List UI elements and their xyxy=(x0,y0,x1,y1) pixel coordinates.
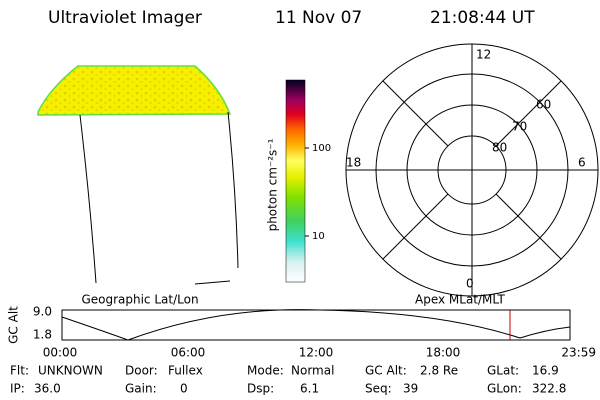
axis xyxy=(495,193,562,260)
time-label: 00:00 xyxy=(43,346,78,360)
axis xyxy=(382,80,449,147)
status-value: UNKNOWN xyxy=(38,364,103,378)
meridian xyxy=(227,111,239,269)
mlt-label: 12 xyxy=(476,48,491,62)
color-scale xyxy=(285,79,306,283)
time: 21:08:44 UT xyxy=(430,8,535,28)
status-value: 322.8 xyxy=(532,382,566,396)
status-label: GC Alt: xyxy=(365,364,407,378)
status-label: Flt: xyxy=(10,364,29,378)
status-value: 2.8 Re xyxy=(420,364,458,378)
title: Ultraviolet Imager xyxy=(48,8,202,28)
image xyxy=(37,65,239,285)
status-label: Gain: xyxy=(125,382,157,396)
axis xyxy=(382,193,449,260)
status-label: GLat: xyxy=(487,364,519,378)
status-value: Fullex xyxy=(168,364,203,378)
status-value: 39 xyxy=(403,382,418,396)
altitude-curve xyxy=(61,309,571,341)
lat-label: 80 xyxy=(492,141,507,155)
polar-plot: 12 18 6 0 60 70 80 xyxy=(345,43,599,297)
axis xyxy=(495,80,562,147)
time-label: 06:00 xyxy=(171,346,206,360)
limb xyxy=(194,280,231,285)
lat-label: 70 xyxy=(512,120,527,134)
mlt-label: 18 xyxy=(346,156,361,170)
tick-label: 100 xyxy=(312,143,331,154)
date: 11 Nov 07 xyxy=(275,8,362,28)
y-label: 9.0 xyxy=(33,305,52,319)
status-label: Seq: xyxy=(365,382,392,396)
lat-label: 60 xyxy=(536,98,551,112)
status-value: 6.1 xyxy=(300,382,319,396)
timeline-frame xyxy=(61,309,571,341)
status-label: IP: xyxy=(10,382,25,396)
time-label: 18:00 xyxy=(426,346,461,360)
axis-label: GC Alt xyxy=(7,306,21,344)
time-label: 12:00 xyxy=(299,346,334,360)
status: Flt: UNKNOWN Door: Fullex Mode: Normal GC Alt:… xyxy=(10,364,566,396)
mlt-label: 0 xyxy=(466,277,474,291)
tick-label: 10 xyxy=(312,231,325,242)
mlt-label: 6 xyxy=(578,156,586,170)
status-value: 36.0 xyxy=(34,382,61,396)
status-value: 0 xyxy=(180,382,188,396)
colorbar: 100 10 photon cm⁻²s⁻¹ xyxy=(266,79,331,283)
status-value: Normal xyxy=(291,364,334,378)
meridian xyxy=(79,114,97,284)
header: Ultraviolet Imager 11 Nov 07 21:08:44 UT xyxy=(48,8,535,28)
status-label: GLon: xyxy=(487,382,522,396)
y-label: 1.8 xyxy=(33,328,52,342)
status-label: Dsp: xyxy=(247,382,274,396)
timeline-title: Geographic Lat/Lon xyxy=(81,293,198,307)
aurora xyxy=(37,65,232,116)
colorbar-label: photon cm⁻²s⁻¹ xyxy=(266,138,280,231)
timeline-title: Apex MLat/MLT xyxy=(415,293,505,307)
timeline: Geographic Lat/Lon Apex MLat/MLT GC Alt … xyxy=(7,293,597,360)
status-value: 16.9 xyxy=(532,364,559,378)
status-label: Door: xyxy=(125,364,158,378)
time-label: 23:59 xyxy=(561,346,596,360)
status-label: Mode: xyxy=(247,364,284,378)
